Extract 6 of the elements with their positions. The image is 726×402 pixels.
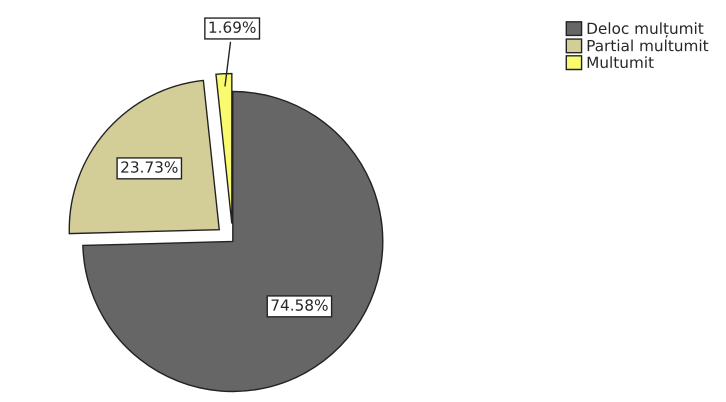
data-label: 1.69%: [210, 21, 256, 33]
legend-label: Partial multumit: [588, 40, 708, 52]
legend-label: Multumit: [588, 56, 654, 68]
data-label: 23.73%: [121, 161, 178, 173]
data-label: 74.58%: [272, 299, 328, 311]
legend-label: Deloc mulțumit: [588, 22, 704, 38]
